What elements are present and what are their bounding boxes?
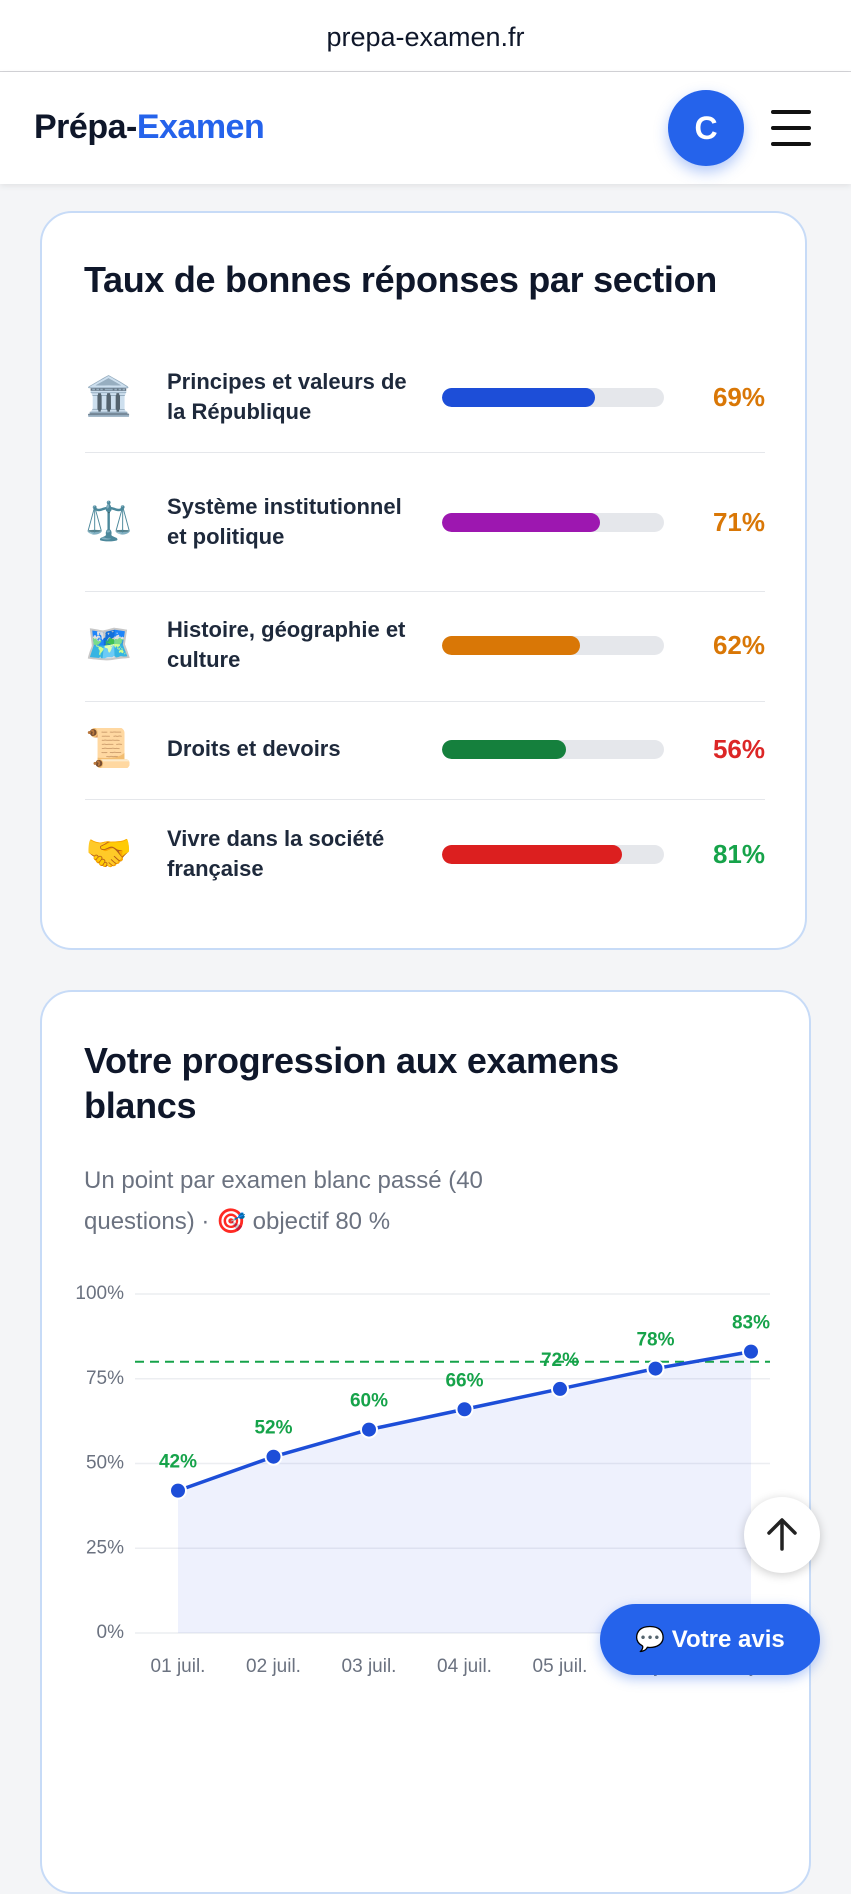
point xyxy=(742,1342,760,1361)
section-label: Système institutionnel et politique xyxy=(167,494,402,549)
data-label: 42% xyxy=(159,1452,197,1473)
separator xyxy=(85,452,765,453)
section-row: ⚖️ Système institutionnel et politique 71% xyxy=(85,472,765,572)
subtitle-icon: 🎯 xyxy=(216,1208,246,1235)
section-row: 🏛️ Principes et valeurs de la République 6… xyxy=(85,347,765,447)
separator xyxy=(85,799,765,800)
feedback-button[interactable]: 💬 Votre avis xyxy=(600,1604,820,1675)
bar-track xyxy=(442,636,664,655)
data-label: 72% xyxy=(541,1350,579,1371)
avatar[interactable]: C xyxy=(668,90,744,166)
brand-part: Examen xyxy=(136,108,265,146)
section-label: Principes et valeurs de la République xyxy=(167,369,407,424)
point xyxy=(646,1359,665,1378)
card-title: Votre progression aux examens blancs xyxy=(84,1040,619,1126)
bar-track xyxy=(442,388,664,407)
subtitle-text: Un point par examen blanc passé (40 ques… xyxy=(84,1167,483,1235)
y-tick-label: 25% xyxy=(86,1537,124,1558)
card-title: Taux de bonnes réponses par section xyxy=(84,259,718,300)
bar-track xyxy=(442,845,664,864)
y-tick-label: 50% xyxy=(86,1453,124,1474)
x-tick-label: 02 juil. xyxy=(246,1656,301,1677)
data-label: 83% xyxy=(732,1313,770,1334)
section-icon: 🏛️ xyxy=(85,376,133,418)
feedback-label: Votre avis xyxy=(671,1626,785,1653)
bar-fill xyxy=(442,845,622,864)
subtitle: Un point par examen blanc passé (40 ques… xyxy=(84,1160,584,1242)
section-row: 📜 Droits et devoirs 56% xyxy=(85,699,765,799)
bar-fill xyxy=(442,388,596,407)
y-tick-label: 75% xyxy=(86,1368,124,1389)
point xyxy=(264,1447,283,1466)
y-tick-label: 0% xyxy=(97,1622,125,1643)
x-tick-label: 05 juil. xyxy=(533,1656,588,1677)
section-label: Droits et devoirs xyxy=(167,736,341,761)
bar-track xyxy=(442,740,664,759)
section-score: 81% xyxy=(712,839,765,869)
section-score: 56% xyxy=(712,734,765,764)
header: Prépa-Examen C xyxy=(0,72,851,184)
section-label: Histoire, géographie et culture xyxy=(167,617,406,672)
brand[interactable]: Prépa-Examen xyxy=(34,108,265,147)
section-icon: ⚖️ xyxy=(85,501,133,543)
bar-track xyxy=(442,513,664,532)
section-icon: 📜 xyxy=(85,728,133,770)
browser-bar: prepa-examen.fr xyxy=(0,0,851,72)
point xyxy=(360,1420,378,1439)
brand-part: Prépa- xyxy=(34,108,137,146)
section-icon: 🤝 xyxy=(85,833,133,875)
data-label: 60% xyxy=(350,1391,388,1412)
section-score: 69% xyxy=(712,382,765,412)
y-tick-label: 100% xyxy=(75,1283,124,1304)
point xyxy=(551,1379,569,1398)
point xyxy=(169,1481,187,1500)
separator xyxy=(85,591,765,592)
separator xyxy=(85,701,765,702)
section-row: 🤝 Vivre dans la société française 81% xyxy=(85,804,765,904)
x-tick-label: 04 juil. xyxy=(437,1656,492,1677)
section-label: Vivre dans la société française xyxy=(167,826,385,881)
point xyxy=(455,1400,474,1419)
section-row: 🗺️ Histoire, géographie et culture 62% xyxy=(85,595,765,695)
chart: 0% 25% 50% 75% 100% 42% 01 juil. 52% 02 juil. 60%… xyxy=(75,1283,778,1677)
section-score: 71% xyxy=(712,507,765,537)
x-tick-label: 01 juil. xyxy=(151,1656,206,1677)
sections-card: Taux de bonnes réponses par section 🏛️ Pr… xyxy=(40,211,807,950)
subtitle-text: objectif 80 % xyxy=(252,1208,391,1235)
data-label: 52% xyxy=(254,1418,292,1439)
feedback-icon: 💬 xyxy=(635,1626,666,1653)
arrow-up-icon xyxy=(767,1518,797,1551)
menu-button[interactable] xyxy=(770,108,812,148)
scroll-top-button[interactable] xyxy=(744,1497,820,1573)
bar-fill xyxy=(442,740,567,759)
url: prepa-examen.fr xyxy=(326,22,525,52)
section-icon: 🗺️ xyxy=(85,624,133,666)
section-score: 62% xyxy=(712,630,765,660)
data-label: 78% xyxy=(636,1330,674,1351)
data-label: 66% xyxy=(445,1370,483,1391)
x-tick-label: 03 juil. xyxy=(342,1656,397,1677)
bar-fill xyxy=(442,513,600,532)
bar-fill xyxy=(442,636,580,655)
area xyxy=(178,1351,751,1633)
